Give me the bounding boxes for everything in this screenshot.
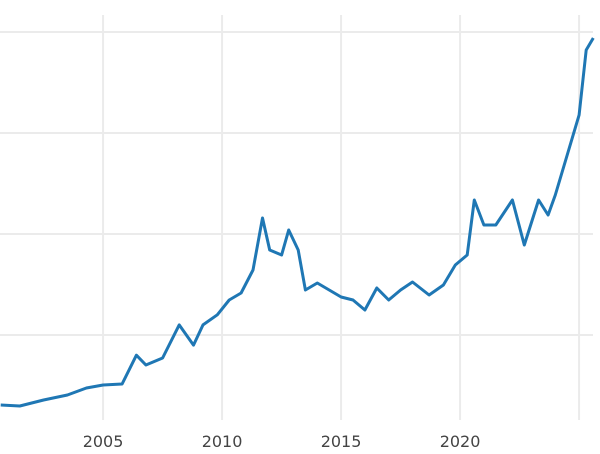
x-tick-label: 2010	[202, 432, 243, 450]
x-tick-label: 2020	[440, 432, 481, 450]
x-axis-ticks: 2005 2010 2015 2020	[83, 432, 481, 451]
series-line	[0, 37, 595, 408]
grid	[0, 15, 593, 420]
x-tick-label: 2015	[321, 432, 362, 450]
x-tick-label: 2005	[83, 432, 124, 450]
